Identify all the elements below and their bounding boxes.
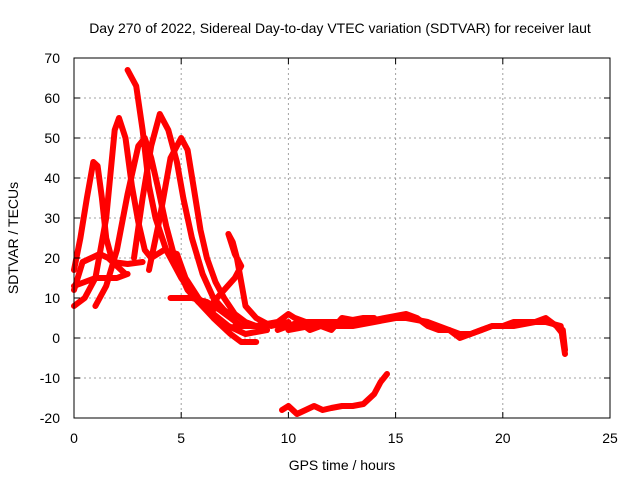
x-tick-label: 15 [388,430,404,446]
y-tick-label: 60 [44,90,60,106]
axis-ticks: 0 5 10 15 20 25 -20 -10 0 10 20 30 40 50 60 70 [40,50,618,446]
series-arc-10 [210,231,292,329]
y-tick-label: 30 [44,210,60,226]
y-tick-label: -20 [40,410,60,426]
x-tick-label: 25 [602,430,618,446]
y-tick-label: -10 [40,370,60,386]
series-arc-3 [71,115,270,337]
series-arc-13 [285,315,568,357]
grid [74,58,610,418]
series-arc-14 [279,371,390,417]
x-tick-label: 20 [495,430,511,446]
series-arc-4 [71,271,131,289]
x-tick-label: 5 [177,430,185,446]
y-tick-label: 20 [44,250,60,266]
x-axis-label: GPS time / hours [289,457,396,473]
data-series [71,67,568,417]
y-tick-label: 0 [52,330,60,346]
plot-frame [73,57,611,419]
y-tick-label: 40 [44,170,60,186]
y-tick-label: 50 [44,130,60,146]
y-axis-label: SDTVAR / TECUs [5,182,21,294]
series-arc-1 [71,159,146,273]
y-tick-label: 70 [44,50,60,66]
y-tick-label: 10 [44,290,60,306]
chart-title: Day 270 of 2022, Sidereal Day-to-day VTE… [89,20,591,36]
x-tick-label: 0 [70,430,78,446]
series-arc-6 [124,67,260,345]
x-tick-label: 10 [281,430,297,446]
series-arc-8 [146,135,270,333]
